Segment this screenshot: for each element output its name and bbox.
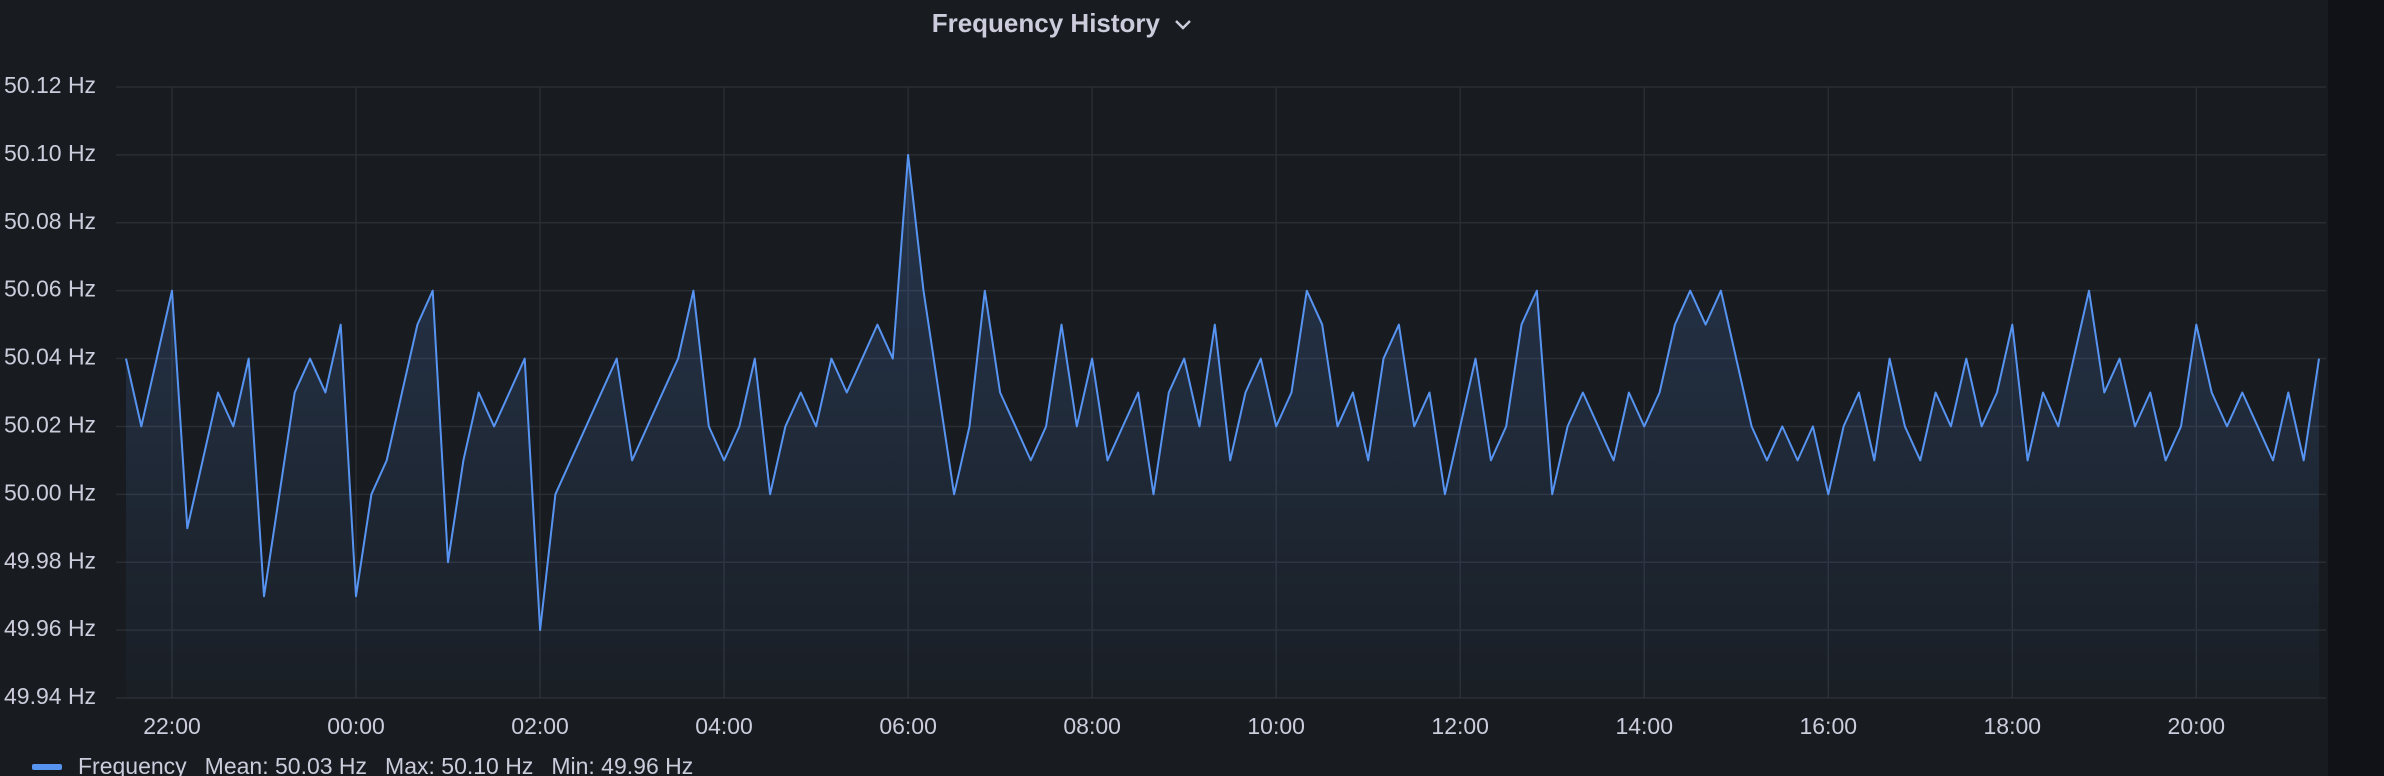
- x-tick-label: 12:00: [1431, 713, 1489, 739]
- y-tick-label: 49.98 Hz: [4, 547, 96, 573]
- x-tick-label: 14:00: [1615, 713, 1673, 739]
- legend-swatch: [32, 764, 62, 770]
- y-tick-label: 50.10 Hz: [4, 140, 96, 166]
- series-line: [125, 153, 2320, 632]
- legend-stat: Max: 50.10 Hz: [385, 753, 533, 776]
- x-tick-label: 18:00: [1984, 713, 2042, 739]
- x-tick-label: 00:00: [327, 713, 385, 739]
- y-tick-label: 49.96 Hz: [4, 615, 96, 641]
- series-area: [126, 154, 2319, 698]
- y-tick-label: 50.08 Hz: [4, 208, 96, 234]
- y-tick-label: 50.04 Hz: [4, 344, 96, 370]
- x-tick-label: 06:00: [879, 713, 937, 739]
- x-tick-label: 22:00: [143, 713, 201, 739]
- y-tick-label: 50.00 Hz: [4, 479, 96, 505]
- x-tick-label: 16:00: [1799, 713, 1857, 739]
- legend-name: Frequency: [78, 753, 187, 776]
- y-tick-label: 50.02 Hz: [4, 412, 96, 438]
- panel-title[interactable]: Frequency History: [932, 8, 1161, 38]
- x-tick-label: 08:00: [1063, 713, 1121, 739]
- y-tick-label: 49.94 Hz: [4, 683, 96, 709]
- x-tick-label: 20:00: [2168, 713, 2226, 739]
- y-tick-label: 50.06 Hz: [4, 276, 96, 302]
- legend-stat: Mean: 50.03 Hz: [205, 753, 367, 776]
- x-tick-label: 10:00: [1247, 713, 1305, 739]
- title-chevron[interactable]: [1175, 20, 1191, 30]
- x-tick-label: 02:00: [511, 713, 569, 739]
- x-tick-label: 04:00: [695, 713, 753, 739]
- y-tick-label: 50.12 Hz: [4, 72, 96, 98]
- legend-stat: Min: 49.96 Hz: [551, 753, 693, 776]
